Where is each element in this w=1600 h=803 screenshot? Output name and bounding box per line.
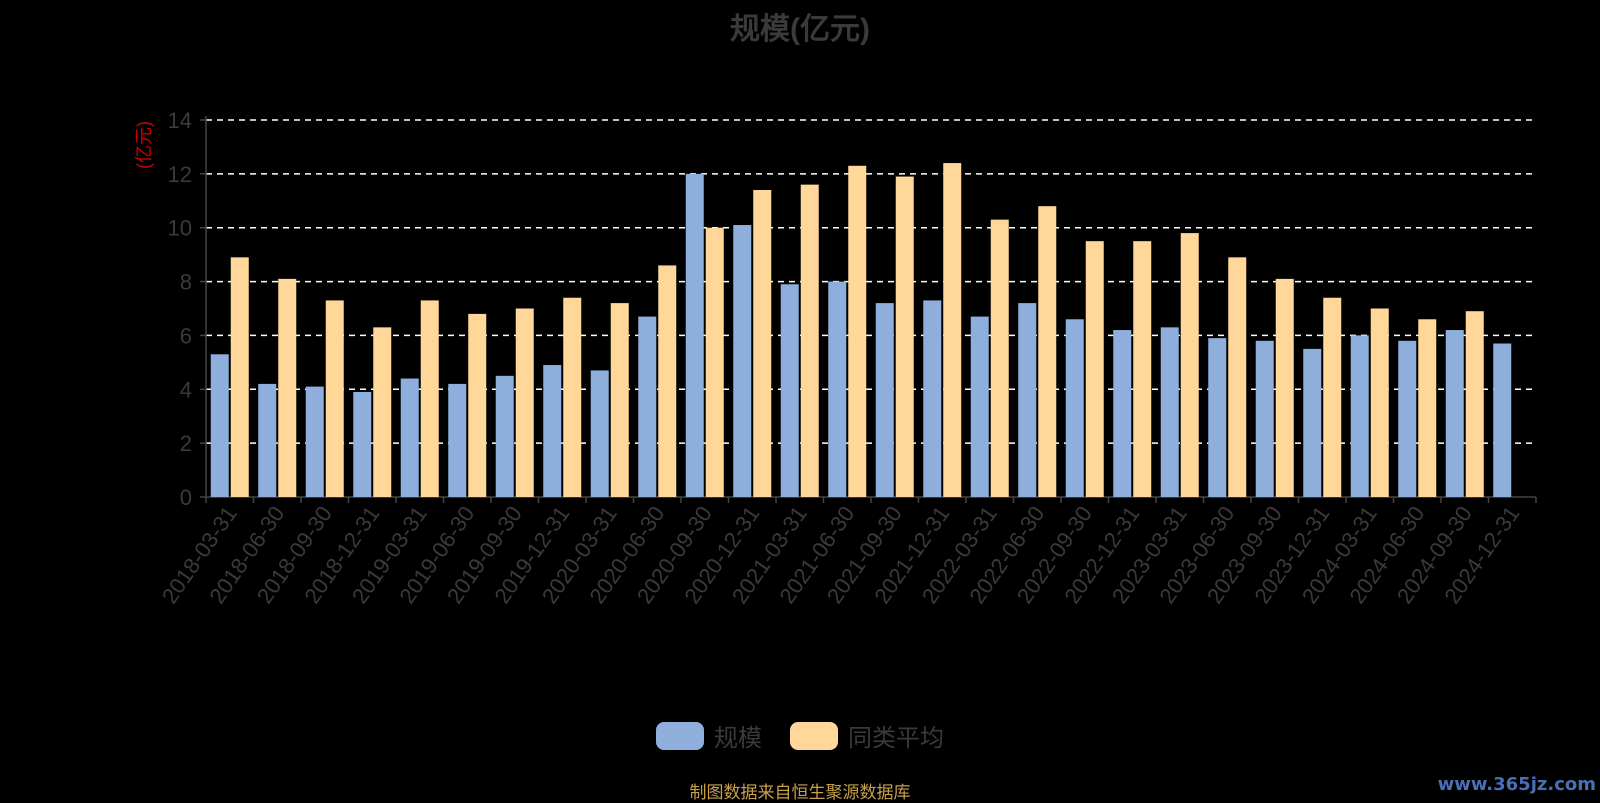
bar-peer-average[interactable] <box>1180 233 1199 497</box>
y-tick-label: 14 <box>168 108 192 133</box>
bar-peer-average[interactable] <box>1085 241 1104 497</box>
bar-scale[interactable] <box>1255 340 1274 497</box>
bar-scale[interactable] <box>1493 343 1512 497</box>
bar-scale[interactable] <box>1208 338 1227 497</box>
bar-peer-average[interactable] <box>1038 206 1057 497</box>
bar-scale[interactable] <box>1398 340 1417 497</box>
bar-scale[interactable] <box>305 386 324 497</box>
y-tick-label: 0 <box>180 485 192 510</box>
bar-scale[interactable] <box>733 225 752 497</box>
bar-scale[interactable] <box>1018 303 1037 497</box>
bar-peer-average[interactable] <box>848 165 867 497</box>
bar-scale[interactable] <box>923 300 942 497</box>
bar-peer-average[interactable] <box>895 176 914 498</box>
bar-peer-average[interactable] <box>468 313 487 497</box>
y-tick-label: 12 <box>168 162 192 187</box>
legend-label-scale: 规模 <box>714 725 762 752</box>
y-tick-labels: 0 2 4 6 8 10 12 14 <box>168 108 192 510</box>
bar-peer-average[interactable] <box>1370 308 1389 498</box>
bar-scale[interactable] <box>1350 335 1369 497</box>
bar-peer-average[interactable] <box>420 300 439 497</box>
bar-scale[interactable] <box>638 316 657 497</box>
bar-scale[interactable] <box>543 365 562 497</box>
legend-item-peer-average[interactable]: 同类平均 <box>790 718 944 753</box>
bar-peer-average[interactable] <box>990 219 1009 497</box>
bar-scale[interactable] <box>828 281 847 497</box>
bar-peer-average[interactable] <box>1275 278 1294 497</box>
bar-scale[interactable] <box>780 284 799 497</box>
bar-peer-average[interactable] <box>278 278 297 497</box>
y-tick-label: 6 <box>180 323 192 348</box>
legend-item-scale[interactable]: 规模 <box>656 718 762 753</box>
bar-peer-average[interactable] <box>373 327 392 497</box>
bar-peer-average[interactable] <box>563 297 582 497</box>
bar-peer-average[interactable] <box>943 163 962 498</box>
bar-peer-average[interactable] <box>1323 297 1342 497</box>
legend-swatch-peer-average <box>790 721 838 750</box>
bar-scale[interactable] <box>400 378 419 497</box>
bar-peer-average[interactable] <box>325 300 344 497</box>
y-axis-label: (亿元) <box>134 121 154 169</box>
bar-scale[interactable] <box>875 303 894 497</box>
bar-peer-average[interactable] <box>800 184 819 497</box>
bar-scale[interactable] <box>448 383 467 497</box>
bar-peer-average[interactable] <box>1465 311 1484 497</box>
bar-scale[interactable] <box>1160 327 1179 497</box>
chart-title: 规模(亿元) <box>730 13 870 46</box>
bar-peer-average[interactable] <box>705 227 724 497</box>
bar-peer-average[interactable] <box>1418 319 1437 497</box>
bar-scale[interactable] <box>353 391 372 497</box>
bar-peer-average[interactable] <box>610 303 629 497</box>
bars <box>210 163 1512 498</box>
bar-scale[interactable] <box>1303 348 1322 497</box>
bar-scale[interactable] <box>685 173 704 497</box>
bar-scale[interactable] <box>1113 330 1132 497</box>
y-tick-label: 4 <box>180 377 192 402</box>
source-note: 制图数据来自恒生聚源数据库 <box>689 783 911 802</box>
x-tick-labels: 2018-03-312018-06-302018-09-302018-12-31… <box>157 502 1525 609</box>
legend: 规模 同类平均 <box>0 718 1600 753</box>
bar-peer-average[interactable] <box>515 308 534 498</box>
bar-scale[interactable] <box>258 383 277 497</box>
bar-scale[interactable] <box>970 316 989 497</box>
y-tick-label: 2 <box>180 431 192 456</box>
y-tick-label: 8 <box>180 270 192 295</box>
bar-scale[interactable] <box>590 370 609 497</box>
bar-scale[interactable] <box>210 354 229 497</box>
bar-scale[interactable] <box>495 375 514 497</box>
bar-peer-average[interactable] <box>1228 257 1247 497</box>
bar-peer-average[interactable] <box>753 190 772 497</box>
y-tick-label: 10 <box>168 216 192 241</box>
bar-peer-average[interactable] <box>658 265 677 497</box>
bar-peer-average[interactable] <box>230 257 249 497</box>
bar-peer-average[interactable] <box>1133 241 1152 497</box>
legend-label-peer-average: 同类平均 <box>848 725 944 752</box>
bar-scale[interactable] <box>1445 330 1464 497</box>
watermark: www.365jz.com <box>1437 774 1596 795</box>
bar-scale[interactable] <box>1065 319 1084 497</box>
legend-swatch-scale <box>656 721 704 750</box>
